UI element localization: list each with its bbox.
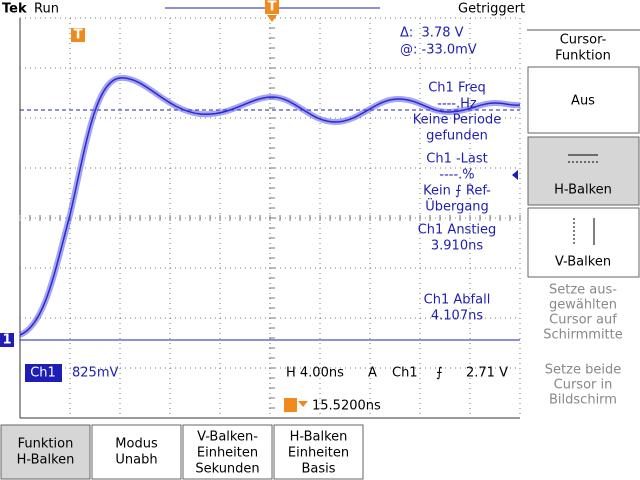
- softkey-label: Unabh: [115, 453, 157, 468]
- position-arrow: [298, 401, 308, 407]
- menu-note: Bildschirm: [549, 393, 617, 408]
- menu-note: Setze beide: [545, 363, 621, 378]
- softkey[interactable]: [273, 424, 364, 480]
- softkey-label: H-Balken: [290, 430, 348, 445]
- menu-note: Schirmmitte: [543, 328, 623, 343]
- measurement-text: Ch1 -Last: [426, 152, 488, 167]
- measurement-text: Ch1 Freq: [428, 81, 486, 96]
- menu-note: Cursor in: [554, 378, 613, 393]
- trigger-arrow: [267, 15, 277, 22]
- trigger-mode: A: [368, 366, 377, 381]
- trigger-slope: ⨍: [436, 366, 443, 381]
- channel: Ch1: [30, 366, 56, 381]
- timebase: H 4.00ns: [286, 366, 344, 381]
- measurement-text: Ch1 Abfall: [424, 293, 491, 308]
- menu-title: Funktion: [555, 49, 611, 64]
- softkey[interactable]: [0, 424, 91, 480]
- menu-button[interactable]: [527, 66, 640, 134]
- softkey-label: H-Balken: [17, 453, 75, 468]
- trigger-channel: Ch1: [392, 366, 418, 381]
- menu-button-label: V-Balken: [555, 255, 611, 270]
- softkey-label: Sekunden: [195, 462, 259, 477]
- channel-marker-box: [0, 333, 14, 347]
- volts-per-div: 825mV: [72, 366, 118, 381]
- measurement-text: Ch1 Anstieg: [418, 223, 497, 238]
- measurement-text: Keine Periode: [413, 113, 501, 128]
- position-marker: [284, 398, 297, 412]
- waveform-core: [19, 77, 521, 336]
- measurement-text: ----.Hz: [437, 97, 477, 112]
- menu-note: gewählten: [549, 298, 617, 313]
- side-menu: Cursor-Funktion Aus H-Balken V-Balken Setze …: [527, 33, 640, 408]
- bottom-menu: FunktionH-BalkenModusUnabhV-Balken-Einhe…: [0, 424, 364, 480]
- softkey-label: Modus: [115, 437, 158, 452]
- softkey-label: V-Balken-: [197, 430, 258, 445]
- trigger-state: Getriggert: [458, 2, 525, 17]
- softkey-label: Basis: [301, 462, 335, 477]
- channel-badge: [25, 364, 62, 382]
- cursor-position: @: -33.0mV: [400, 43, 477, 58]
- menu-button[interactable]: [527, 207, 640, 278]
- channel-marker: 1: [2, 333, 11, 348]
- softkey-label: Einheiten: [197, 446, 258, 461]
- menu-button-label: H-Balken: [554, 183, 612, 198]
- softkey-label: Einheiten: [288, 446, 349, 461]
- cursor-indicator: [512, 170, 518, 180]
- run-status: Run: [34, 2, 59, 17]
- measurement-text: gefunden: [426, 129, 488, 144]
- measurement-text: 3.910ns: [431, 239, 483, 254]
- measurement-text: ----.%: [439, 168, 474, 183]
- menu-title: Cursor-: [560, 33, 607, 48]
- trigger-marker-box: [265, 0, 279, 14]
- trigger-marker: T: [268, 0, 277, 15]
- cursor-delta: Δ: 3.78 V: [400, 26, 464, 41]
- trigger-marker: T: [74, 28, 83, 43]
- softkey-label: Funktion: [18, 437, 74, 452]
- menu-note: Cursor auf: [549, 313, 617, 328]
- trigger-marker-box: [71, 28, 85, 42]
- brand: Tek: [2, 2, 27, 17]
- horizontal-position: 15.5200ns: [312, 399, 381, 414]
- softkey[interactable]: [182, 424, 273, 480]
- menu-button[interactable]: [527, 136, 640, 206]
- measurement-text: Übergang: [425, 198, 489, 215]
- menu-button-label: Aus: [571, 94, 595, 109]
- menu-note: Setze aus-: [549, 283, 617, 298]
- measurement-text: 4.107ns: [431, 309, 483, 324]
- trigger-level: 2.71 V: [466, 366, 508, 381]
- measurement-text: Kein ⨍ Ref-: [423, 184, 491, 199]
- softkey[interactable]: [91, 424, 182, 480]
